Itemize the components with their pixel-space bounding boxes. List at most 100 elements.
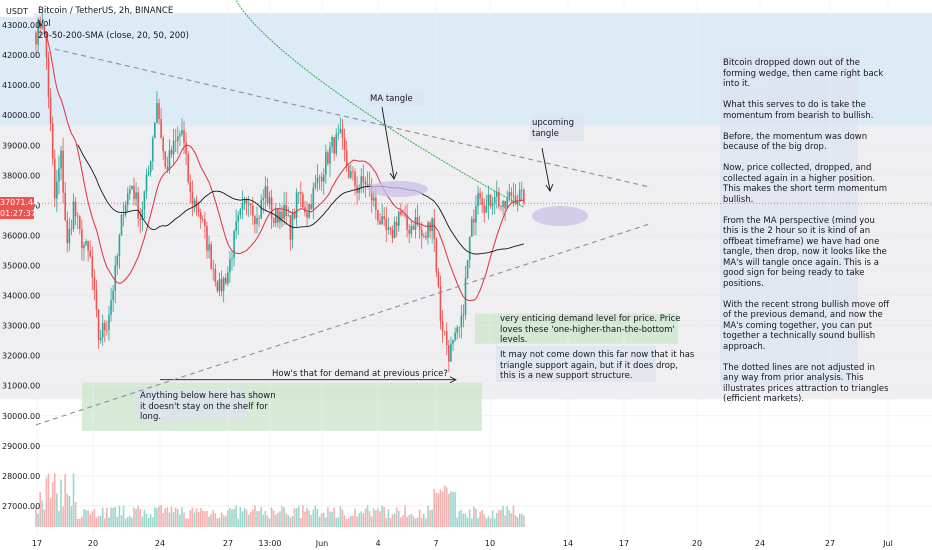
candle-body-71	[183, 130, 185, 143]
volume-bar-129	[304, 511, 306, 527]
candle-body-168	[385, 219, 388, 230]
volume-bar-61	[162, 513, 164, 527]
volume-bar-111	[266, 515, 269, 527]
x-tick-label: 27	[825, 539, 835, 548]
candle-body-23	[83, 244, 85, 249]
volume-bar-222	[498, 510, 500, 527]
candle-body-141	[329, 146, 331, 164]
y-tick-label: 31000.00	[2, 382, 40, 391]
candle-body-61	[162, 138, 164, 152]
candle-body-179	[408, 229, 411, 234]
volume-bar-4	[43, 509, 46, 527]
candle-body-149	[345, 150, 348, 166]
volume-bar-22	[81, 516, 83, 527]
candle-body-79	[199, 211, 202, 220]
volume-bar-204	[460, 509, 463, 527]
candle-body-203	[458, 327, 461, 328]
volume-bar-6	[47, 473, 50, 527]
candle-body-180	[410, 226, 413, 234]
volume-bar-160	[368, 511, 371, 527]
volume-bar-46	[131, 517, 133, 527]
candle-body-119	[283, 204, 285, 219]
candle-body-0	[35, 32, 37, 45]
volume-bar-126	[297, 506, 300, 527]
x-tick-label: 20	[88, 539, 98, 548]
candle-body-181	[412, 226, 415, 230]
candle-body-94	[231, 258, 233, 260]
candle-body-170	[389, 227, 392, 230]
zones-layer	[0, 13, 932, 431]
volume-bar-128	[302, 505, 304, 527]
candle-body-157	[362, 176, 365, 182]
candle-body-51	[141, 209, 144, 221]
volume-bar-81	[204, 511, 206, 527]
volume-bar-147	[341, 509, 344, 527]
volume-bar-55	[149, 514, 152, 527]
candle-body-21	[78, 216, 81, 229]
volume-bar-186	[423, 513, 425, 527]
volume-layer	[35, 473, 525, 527]
candle-body-197	[445, 331, 448, 346]
candle-body-107	[258, 217, 260, 219]
candle-body-7	[49, 97, 52, 124]
candle-body-215	[483, 205, 486, 213]
candle-body-66	[172, 140, 175, 155]
volume-bar-182	[414, 518, 417, 527]
volume-bar-177	[404, 505, 406, 527]
candle-body-213	[479, 193, 481, 199]
candle-body-177	[404, 214, 406, 216]
volume-bar-94	[231, 509, 233, 527]
candle-body-76	[193, 200, 196, 205]
volume-bar-229	[512, 505, 515, 527]
volume-bar-30	[97, 515, 100, 527]
candle-body-195	[441, 320, 444, 332]
volume-bar-165	[379, 511, 381, 527]
volume-bar-151	[350, 515, 352, 527]
candle-body-137	[320, 176, 323, 182]
volume-bar-95	[233, 508, 235, 527]
volume-bar-168	[385, 518, 388, 527]
volume-bar-37	[112, 507, 114, 527]
x-tick-label: 14	[563, 539, 573, 548]
candle-body-131	[308, 204, 310, 218]
volume-bar-157	[362, 513, 365, 527]
volume-bar-103	[249, 511, 252, 527]
candle-body-98	[239, 209, 242, 216]
volume-bar-174	[397, 510, 400, 527]
volume-bar-16	[68, 495, 71, 527]
volume-bar-78	[197, 512, 200, 527]
candle-body-62	[164, 151, 167, 167]
candle-body-125	[295, 192, 298, 218]
volume-bar-2	[39, 491, 41, 527]
candle-body-16	[68, 229, 71, 244]
candle-body-169	[387, 227, 390, 230]
last-price-label: 37071.44	[0, 197, 39, 209]
volume-bar-8	[51, 482, 54, 527]
volume-bar-164	[377, 508, 379, 527]
volume-bar-217	[487, 516, 490, 527]
volume-bar-201	[454, 492, 456, 527]
candle-body-6	[47, 57, 50, 98]
volume-bar-31	[99, 515, 102, 527]
volume-bar-154	[356, 516, 358, 527]
candle-body-69	[179, 134, 181, 137]
x-tick-label: 20	[692, 539, 702, 548]
ma-tangle-arrowhead	[389, 171, 398, 180]
candle-body-200	[452, 339, 454, 344]
candle-body-230	[514, 195, 517, 205]
candle-body-5	[45, 33, 48, 58]
candle-body-8	[51, 123, 54, 159]
candle-body-37	[112, 290, 114, 301]
volume-bar-27	[91, 511, 94, 527]
candle-body-182	[414, 216, 417, 230]
volume-bar-70	[181, 507, 183, 527]
y-tick-label: 34000.00	[2, 292, 40, 301]
volume-bar-119	[283, 507, 285, 527]
volume-bar-83	[208, 516, 210, 527]
note-box-1	[530, 115, 584, 141]
candle-body-97	[237, 215, 240, 222]
candle-body-123	[291, 212, 294, 240]
volume-bar-41	[120, 515, 123, 527]
candle-body-211	[475, 206, 477, 223]
